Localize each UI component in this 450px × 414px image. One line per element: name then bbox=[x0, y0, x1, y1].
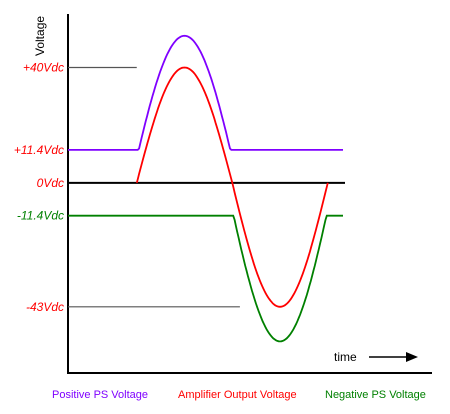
y-tick-label: +40Vdc bbox=[23, 60, 64, 74]
series-negative-ps bbox=[68, 214, 343, 343]
legend-item-positive-ps: Positive PS Voltage bbox=[52, 389, 148, 401]
y-tick-label: 0Vdc bbox=[37, 176, 64, 190]
y-tick-label: -43Vdc bbox=[26, 300, 64, 314]
series-lines bbox=[68, 34, 343, 343]
legend: Positive PS Voltage Amplifier Output Vol… bbox=[52, 389, 426, 401]
y-axis-label: Voltage bbox=[33, 16, 47, 56]
y-tick-label: -11.4Vdc bbox=[17, 209, 64, 223]
series-amplifier-output bbox=[135, 66, 329, 308]
right-arrow-icon bbox=[369, 352, 418, 362]
y-tick-label: +11.4Vdc bbox=[14, 143, 64, 157]
x-axis-label: time bbox=[334, 350, 357, 364]
y-tick-labels: +40Vdc +11.4Vdc 0Vdc -11.4Vdc -43Vdc bbox=[14, 60, 64, 313]
reference-lines bbox=[68, 66, 345, 308]
series-positive-ps bbox=[68, 34, 343, 151]
legend-item-amplifier-output: Amplifier Output Voltage bbox=[178, 389, 297, 401]
legend-item-negative-ps: Negative PS Voltage bbox=[325, 389, 426, 401]
